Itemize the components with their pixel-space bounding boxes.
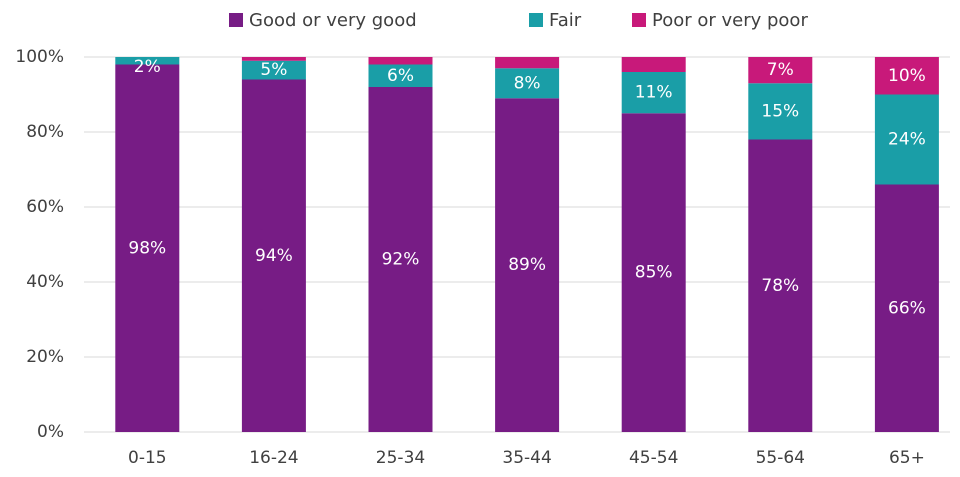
legend-swatch bbox=[632, 13, 646, 27]
data-label: 5% bbox=[260, 60, 287, 80]
bar-segment bbox=[495, 68, 560, 99]
bar-segment bbox=[368, 57, 433, 65]
bar-segment bbox=[621, 72, 686, 114]
legend-label: Poor or very poor bbox=[652, 10, 808, 31]
data-label: 85% bbox=[635, 263, 673, 283]
y-tick-label: 80% bbox=[26, 122, 64, 142]
data-label: 94% bbox=[255, 246, 293, 266]
data-label: 89% bbox=[508, 255, 546, 275]
legend-swatch bbox=[229, 13, 243, 27]
bar-segment bbox=[241, 79, 306, 432]
y-tick-label: 0% bbox=[37, 422, 64, 442]
bar-segment bbox=[874, 184, 939, 432]
data-label: 10% bbox=[888, 66, 926, 86]
x-tick-label: 55-64 bbox=[756, 448, 805, 468]
data-label: 92% bbox=[382, 250, 420, 270]
bar-segment bbox=[748, 139, 813, 432]
bar-segment bbox=[495, 57, 560, 69]
bar-segment bbox=[748, 83, 813, 140]
data-label: 98% bbox=[128, 238, 166, 258]
legend-label: Fair bbox=[549, 10, 582, 31]
bar-segment bbox=[495, 98, 560, 432]
x-tick-label: 45-54 bbox=[629, 448, 678, 468]
x-tick-label: 0-15 bbox=[128, 448, 167, 468]
data-label: 7% bbox=[767, 60, 794, 80]
bar-segment bbox=[874, 94, 939, 185]
bar-segment bbox=[115, 57, 180, 65]
bar-segment bbox=[748, 57, 813, 84]
y-tick-label: 20% bbox=[26, 347, 64, 367]
x-tick-label: 65+ bbox=[889, 448, 925, 468]
data-label: 2% bbox=[134, 57, 161, 77]
bar-segment bbox=[115, 64, 180, 432]
bar-segment bbox=[874, 57, 939, 95]
bar-segment bbox=[241, 60, 306, 80]
x-tick-label: 16-24 bbox=[249, 448, 298, 468]
bar-segment bbox=[241, 57, 306, 61]
legend-swatch bbox=[529, 13, 543, 27]
x-tick-label: 25-34 bbox=[376, 448, 425, 468]
x-tick-label: 35-44 bbox=[502, 448, 551, 468]
data-label: 15% bbox=[761, 101, 799, 121]
bar-segment bbox=[621, 113, 686, 432]
data-label: 78% bbox=[761, 276, 799, 296]
data-label: 11% bbox=[635, 83, 673, 103]
y-tick-label: 40% bbox=[26, 272, 64, 292]
bar-segment bbox=[368, 64, 433, 87]
data-label: 6% bbox=[387, 66, 414, 86]
y-tick-label: 60% bbox=[26, 197, 64, 217]
bar-segment bbox=[368, 87, 433, 432]
legend-label: Good or very good bbox=[249, 10, 417, 31]
data-label: 8% bbox=[514, 73, 541, 93]
data-label: 66% bbox=[888, 298, 926, 318]
y-tick-label: 100% bbox=[15, 47, 64, 67]
bar-segment bbox=[621, 57, 686, 72]
data-label: 24% bbox=[888, 130, 926, 150]
